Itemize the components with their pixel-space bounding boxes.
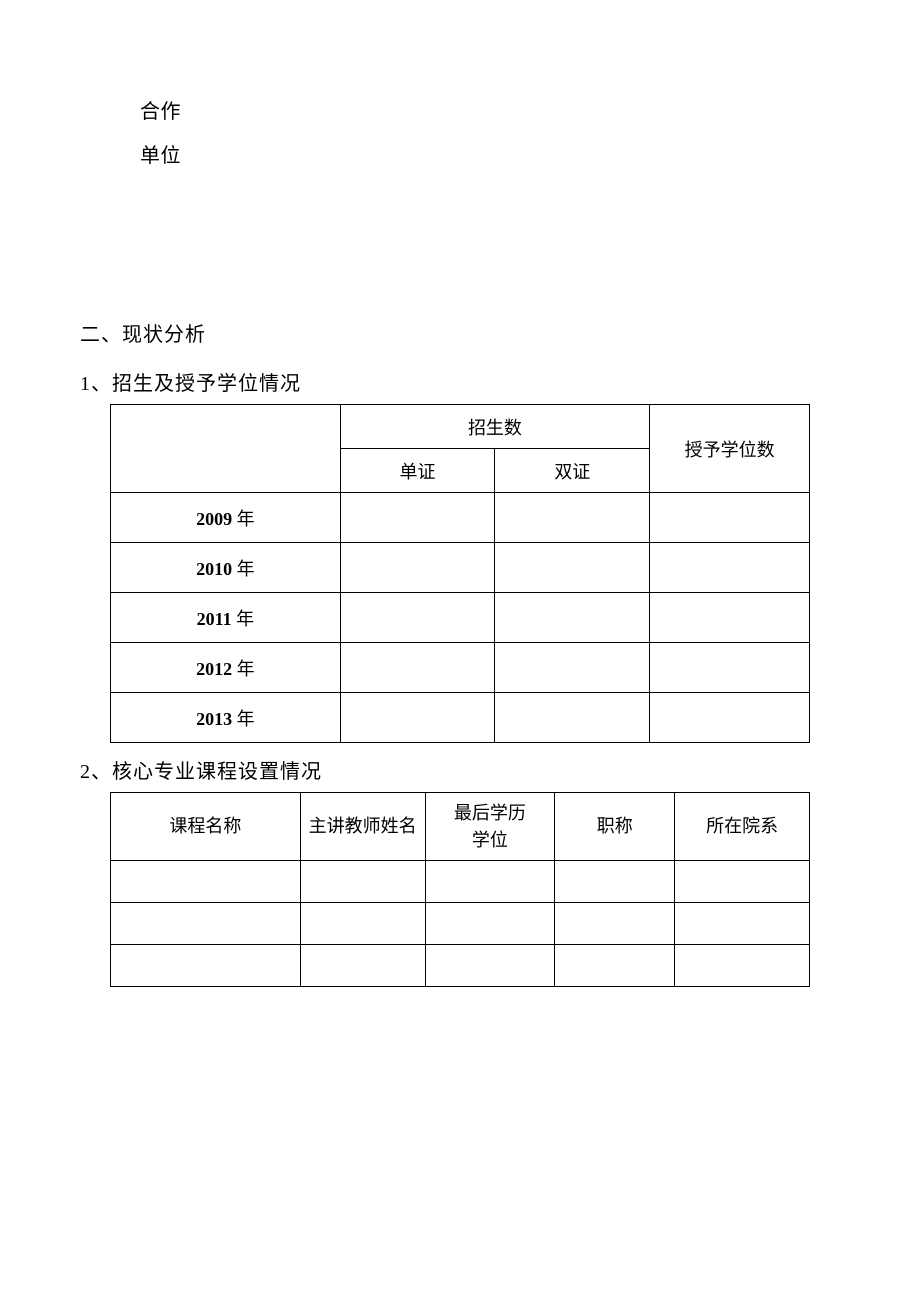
table-cell xyxy=(425,945,555,987)
table-row: 2009 年 xyxy=(111,493,810,543)
table-cell-year: 2009 年 xyxy=(111,493,341,543)
year-number: 2011 xyxy=(197,609,232,629)
table-cell xyxy=(650,493,810,543)
section-number: 二、 xyxy=(80,324,122,346)
year-char: 年 xyxy=(237,659,255,679)
table-header-teacher: 主讲教师姓名 xyxy=(300,793,425,861)
table-cell xyxy=(675,903,810,945)
table-cell xyxy=(495,643,650,693)
table-cell-blank xyxy=(111,405,341,493)
table-header-course-name: 课程名称 xyxy=(111,793,301,861)
table-cell xyxy=(300,861,425,903)
table-cell xyxy=(650,593,810,643)
table-subheader-double: 双证 xyxy=(495,449,650,493)
header-line: 学位 xyxy=(472,830,508,850)
section-title: 二、现状分析 xyxy=(80,318,840,347)
table-row xyxy=(111,861,810,903)
subsection-1-text: 招生及授予学位情况 xyxy=(112,373,301,395)
header-line-2: 单位 xyxy=(140,134,840,178)
year-number: 2010 xyxy=(196,559,232,579)
table-header-degrees: 授予学位数 xyxy=(650,405,810,493)
year-char: 年 xyxy=(237,509,255,529)
table-cell xyxy=(300,945,425,987)
table-cell xyxy=(675,945,810,987)
header-line: 最后学历 xyxy=(454,803,526,823)
header-line-1: 合作 xyxy=(140,90,840,134)
table-cell xyxy=(111,903,301,945)
table-row xyxy=(111,903,810,945)
subsection-1-title: 1、招生及授予学位情况 xyxy=(80,367,840,396)
table-cell-year: 2011 年 xyxy=(111,593,341,643)
table-cell xyxy=(111,861,301,903)
year-number: 2012 xyxy=(196,659,232,679)
table-cell xyxy=(300,903,425,945)
table-row xyxy=(111,945,810,987)
table-row: 2013 年 xyxy=(111,693,810,743)
table-cell-year: 2013 年 xyxy=(111,693,341,743)
table-cell-year: 2012 年 xyxy=(111,643,341,693)
table-cell xyxy=(650,643,810,693)
subsection-2-text: 核心专业课程设置情况 xyxy=(112,761,322,783)
table-cell xyxy=(340,493,495,543)
subsection-2-number: 2、 xyxy=(80,761,112,783)
year-number: 2009 xyxy=(196,509,232,529)
table-cell xyxy=(495,493,650,543)
table-header-education: 最后学历学位 xyxy=(425,793,555,861)
table-cell xyxy=(495,543,650,593)
subsection-1-number: 1、 xyxy=(80,373,112,395)
table-cell xyxy=(340,643,495,693)
section-text: 现状分析 xyxy=(122,324,206,346)
table-cell xyxy=(340,593,495,643)
table-cell xyxy=(425,861,555,903)
courses-table: 课程名称 主讲教师姓名 最后学历学位 职称 所在院系 xyxy=(110,792,810,987)
table-cell xyxy=(650,693,810,743)
enrollment-table: 招生数 授予学位数 单证 双证 2009 年 2010 年 2011 年 201… xyxy=(110,404,810,743)
table-header-title: 职称 xyxy=(555,793,675,861)
table-cell xyxy=(111,945,301,987)
table-cell xyxy=(340,543,495,593)
table-cell xyxy=(555,945,675,987)
header-block: 合作 单位 xyxy=(140,90,840,178)
table-row: 2010 年 xyxy=(111,543,810,593)
year-char: 年 xyxy=(237,709,255,729)
table-cell xyxy=(650,543,810,593)
table-cell xyxy=(555,903,675,945)
year-char: 年 xyxy=(237,559,255,579)
table-cell xyxy=(675,861,810,903)
table-cell xyxy=(555,861,675,903)
year-number: 2013 xyxy=(196,709,232,729)
table-cell xyxy=(495,593,650,643)
subsection-2-title: 2、核心专业课程设置情况 xyxy=(80,755,840,784)
table-row: 2012 年 xyxy=(111,643,810,693)
table-header-row: 招生数 授予学位数 xyxy=(111,405,810,449)
table-header-enrollment: 招生数 xyxy=(340,405,650,449)
table-header-row: 课程名称 主讲教师姓名 最后学历学位 职称 所在院系 xyxy=(111,793,810,861)
table-cell xyxy=(340,693,495,743)
table-subheader-single: 单证 xyxy=(340,449,495,493)
table-cell xyxy=(495,693,650,743)
table-header-department: 所在院系 xyxy=(675,793,810,861)
table-cell-year: 2010 年 xyxy=(111,543,341,593)
table-row: 2011 年 xyxy=(111,593,810,643)
year-char: 年 xyxy=(236,609,254,629)
table-cell xyxy=(425,903,555,945)
